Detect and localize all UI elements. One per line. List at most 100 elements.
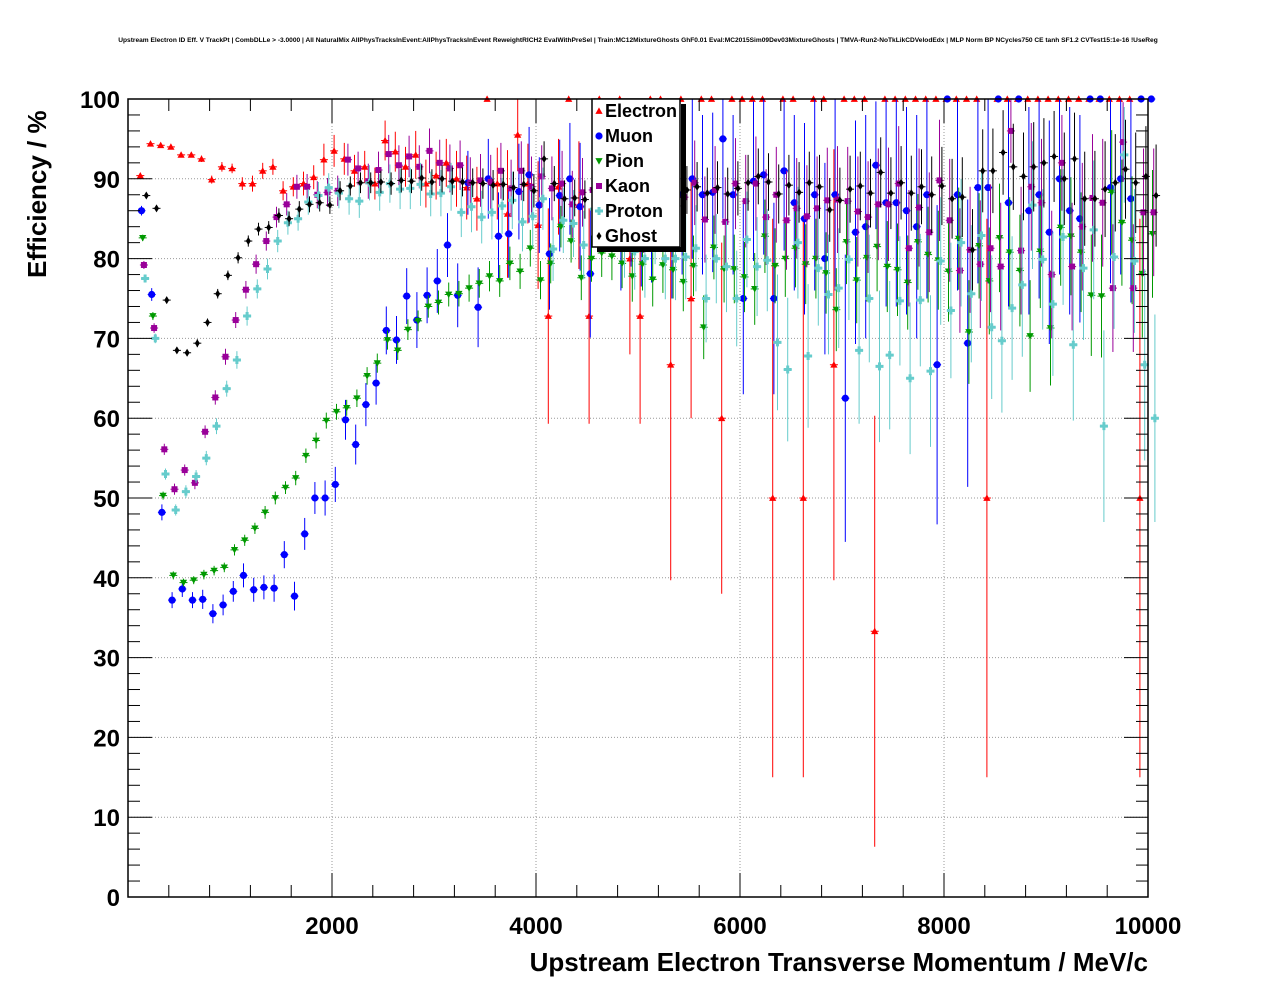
data-point-muon	[872, 161, 880, 169]
y-tick-label: 20	[93, 725, 120, 752]
data-point-ghost	[266, 223, 272, 232]
legend-label-pion: Pion	[605, 151, 644, 171]
data-point-proton	[926, 367, 935, 376]
data-point-pion	[679, 278, 687, 286]
data-point-proton	[1089, 225, 1098, 234]
data-point-proton	[314, 191, 323, 200]
data-point-proton	[1069, 340, 1078, 349]
data-point-ghost	[908, 189, 914, 198]
legend-marker-kaon	[596, 183, 602, 189]
data-point-pion	[404, 326, 412, 334]
legend: Electron Muon Pion Kaon Proton Ghost	[591, 98, 686, 252]
data-point-kaon	[222, 353, 229, 360]
data-point-muon	[178, 585, 186, 593]
data-point-muon	[148, 290, 156, 299]
data-point-ghost	[143, 191, 149, 200]
data-point-proton	[1120, 150, 1129, 159]
legend-marker-pion	[595, 158, 603, 165]
data-point-muon	[321, 494, 329, 502]
data-point-kaon	[569, 201, 576, 208]
y-tick-label: 30	[93, 646, 120, 673]
data-point-ghost	[490, 181, 496, 190]
data-point-pion	[1087, 292, 1095, 299]
data-point-ghost	[735, 184, 741, 193]
data-point-muon	[811, 191, 819, 199]
data-point-muon	[188, 596, 197, 604]
data-point-pion	[353, 395, 361, 402]
data-point-kaon	[559, 180, 566, 187]
data-point-proton	[783, 365, 792, 374]
data-point-kaon	[1130, 285, 1137, 292]
data-point-muon	[341, 416, 350, 424]
data-point-electron	[585, 312, 593, 319]
y-tick-label: 70	[93, 326, 120, 353]
data-point-ghost	[939, 181, 945, 190]
data-point-proton	[457, 208, 466, 217]
data-point-pion	[383, 337, 392, 344]
data-point-ghost	[235, 253, 241, 262]
data-point-muon	[790, 199, 798, 207]
data-point-pion	[169, 572, 177, 580]
data-point-pion	[455, 290, 463, 298]
data-point-proton	[1059, 233, 1068, 242]
data-point-ghost	[715, 183, 720, 192]
data-point-electron	[259, 167, 267, 174]
data-point-kaon	[987, 245, 994, 252]
data-point-electron	[177, 151, 185, 158]
data-point-pion	[465, 285, 473, 292]
data-point-proton	[161, 470, 170, 479]
data-point-pion	[944, 268, 953, 275]
x-tick-label: 10000	[1115, 913, 1182, 940]
data-point-kaon	[793, 205, 800, 212]
data-point-proton	[753, 262, 762, 271]
data-point-electron	[187, 151, 195, 158]
data-point-pion	[516, 268, 524, 275]
data-point-muon	[1004, 199, 1013, 207]
data-point-ghost	[256, 225, 261, 234]
data-point-pion	[210, 567, 218, 575]
data-point-ghost	[296, 205, 302, 214]
data-point-ghost	[1102, 185, 1108, 194]
data-point-electron	[391, 148, 399, 155]
data-point-proton	[1038, 255, 1047, 264]
data-point-pion	[1006, 249, 1014, 256]
data-point-kaon	[834, 196, 841, 203]
data-point-kaon	[426, 147, 433, 154]
data-point-proton	[895, 296, 904, 305]
data-point-kaon	[1018, 247, 1025, 254]
data-point-muon	[964, 339, 972, 347]
data-point-electron	[320, 156, 328, 163]
data-point-ghost	[439, 174, 445, 183]
data-point-proton	[793, 238, 802, 247]
data-point-pion	[659, 262, 667, 269]
data-point-ghost	[1153, 191, 1159, 200]
data-point-ghost	[857, 181, 863, 190]
data-point-proton	[467, 202, 476, 211]
data-point-muon	[821, 255, 829, 263]
data-point-muon	[403, 292, 411, 300]
data-point-ghost	[194, 339, 200, 348]
data-point-pion	[251, 525, 259, 532]
data-point-proton	[997, 336, 1006, 345]
data-point-ghost	[368, 178, 374, 187]
data-point-pion	[995, 234, 1004, 242]
data-point-ghost	[429, 177, 435, 186]
data-point-kaon	[242, 286, 249, 293]
data-point-muon	[260, 583, 268, 591]
data-point-proton	[498, 201, 507, 210]
data-point-muon	[1076, 215, 1084, 223]
data-point-ghost	[776, 189, 782, 198]
data-point-ghost	[1010, 162, 1016, 171]
data-point-proton	[559, 216, 568, 225]
data-point-proton	[263, 264, 272, 273]
data-point-muon	[270, 584, 278, 592]
data-point-ghost	[378, 177, 384, 186]
data-point-proton	[804, 351, 813, 360]
data-point-ghost	[1112, 178, 1118, 187]
data-point-proton	[885, 351, 894, 360]
data-point-electron	[534, 221, 542, 228]
data-point-ghost	[786, 181, 792, 190]
data-point-pion	[557, 223, 565, 231]
data-point-pion	[904, 279, 912, 287]
data-point-kaon	[1007, 127, 1014, 134]
